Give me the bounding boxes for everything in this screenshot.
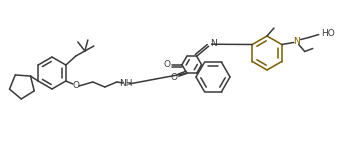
- Text: HO: HO: [321, 29, 334, 38]
- Text: N: N: [210, 39, 217, 48]
- Text: NH: NH: [119, 79, 133, 88]
- Text: O: O: [163, 60, 170, 69]
- Text: O: O: [73, 81, 79, 90]
- Text: O: O: [170, 73, 177, 82]
- Text: N: N: [293, 37, 300, 46]
